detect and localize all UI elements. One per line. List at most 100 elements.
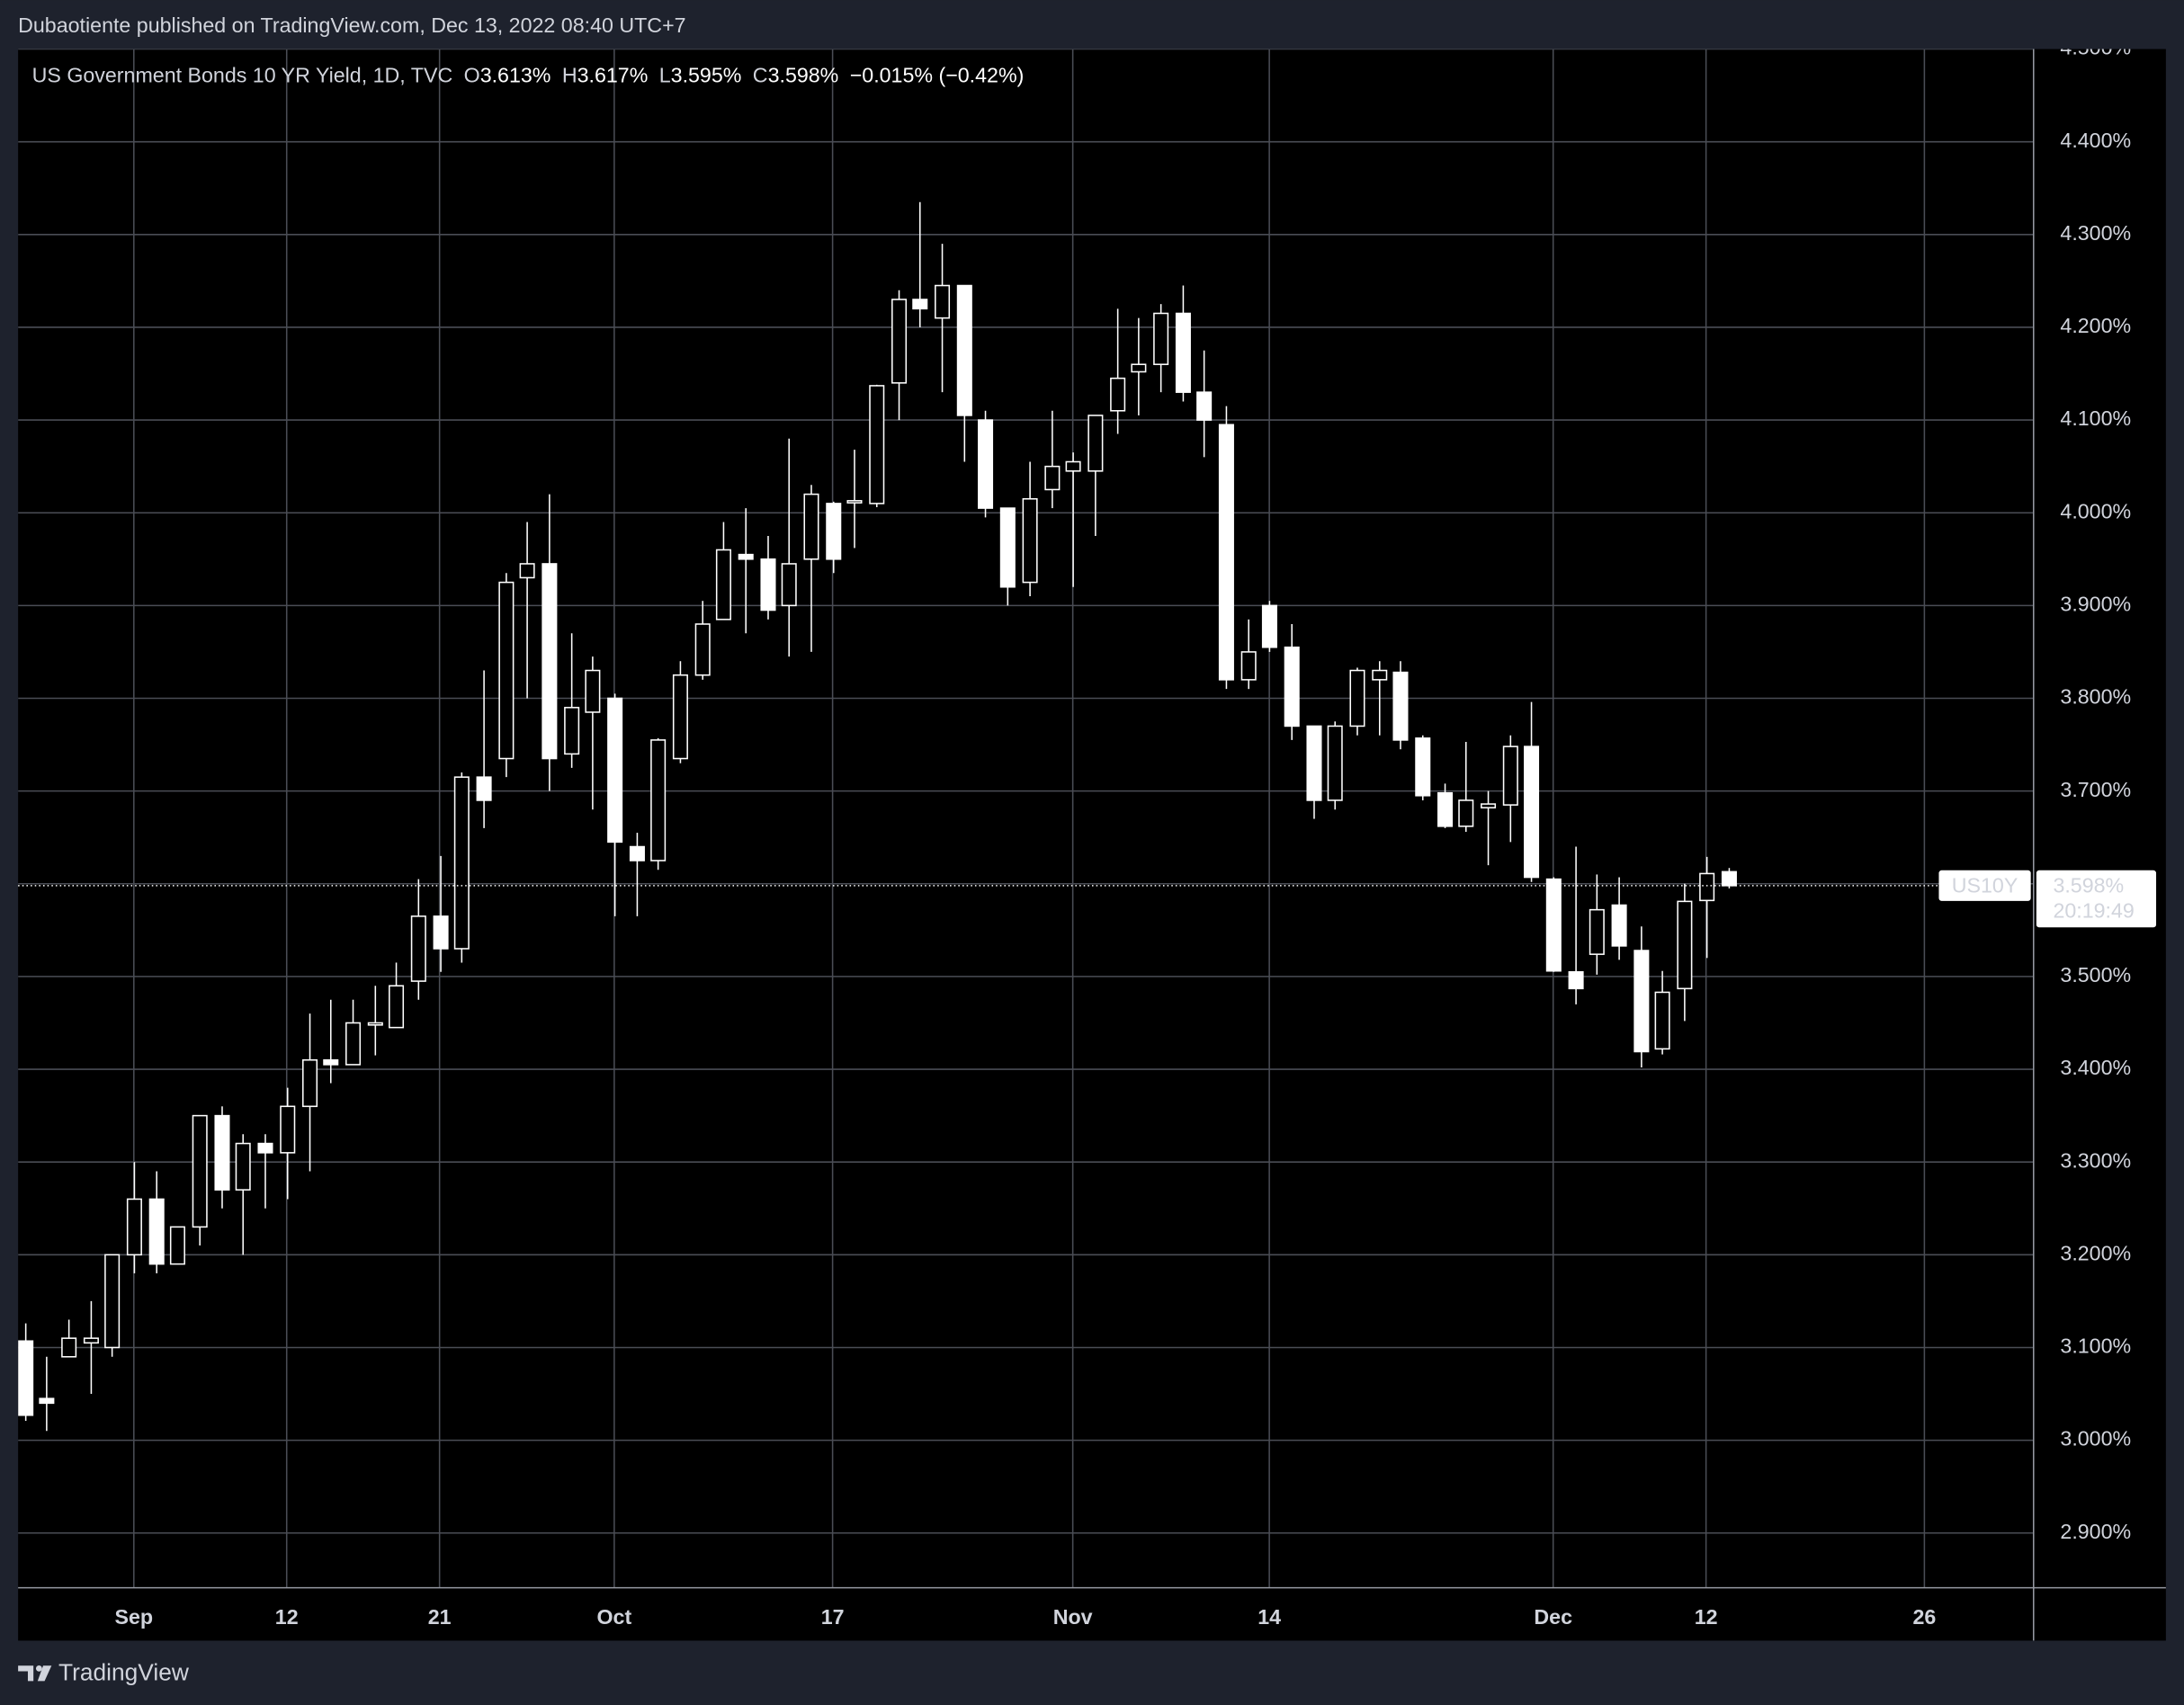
candle-body bbox=[126, 1198, 142, 1256]
candle-body bbox=[1261, 604, 1277, 648]
legend-value: 3.598% bbox=[768, 64, 839, 87]
candle-body bbox=[869, 385, 885, 504]
candle-body bbox=[1349, 669, 1365, 728]
candle-body bbox=[192, 1114, 208, 1228]
candle-body bbox=[18, 1340, 34, 1416]
candle-body bbox=[1502, 745, 1518, 806]
candle-body bbox=[650, 739, 667, 861]
x-tick-label: 12 bbox=[275, 1605, 299, 1629]
candle-body bbox=[694, 623, 711, 676]
candle-body bbox=[1240, 651, 1257, 681]
legend-label: L bbox=[659, 64, 671, 87]
symbol-badge-text: US10Y bbox=[1952, 874, 2018, 897]
candle-body bbox=[1153, 312, 1169, 365]
logo-mark bbox=[18, 1665, 34, 1682]
candle-body bbox=[629, 845, 645, 861]
candle-body bbox=[978, 419, 994, 509]
candle-body bbox=[389, 985, 405, 1029]
candle-body bbox=[1022, 497, 1038, 584]
candle-body bbox=[956, 284, 972, 416]
plot: 2.900% 3.000% 3.100% 3.200% 3.300% 3.400% 3.50… bbox=[18, 49, 2131, 1588]
candle-body bbox=[367, 1022, 383, 1026]
y-tick-label: 3.700% bbox=[2060, 778, 2131, 801]
y-tick-label: 3.800% bbox=[2060, 685, 2131, 709]
candle-body bbox=[1721, 870, 1737, 887]
candle-body bbox=[891, 299, 908, 384]
candle-body bbox=[345, 1022, 362, 1066]
published-line: Dubaotiente published on TradingView.com… bbox=[18, 13, 685, 37]
candle-body bbox=[214, 1114, 230, 1191]
x-tick-label: 26 bbox=[1912, 1605, 1936, 1629]
candle-body bbox=[323, 1058, 339, 1066]
candle-body bbox=[148, 1198, 165, 1265]
candle-body bbox=[1545, 878, 1562, 972]
legend-value: 3.595% bbox=[671, 64, 742, 87]
candle-body bbox=[1699, 872, 1715, 902]
candle-body bbox=[999, 507, 1016, 588]
x-tick-label: 14 bbox=[1258, 1605, 1281, 1629]
footer-logo bbox=[18, 1665, 52, 1682]
candle-body bbox=[1196, 391, 1213, 421]
symbol-badge bbox=[1938, 870, 2031, 901]
y-tick-label: 3.900% bbox=[2060, 593, 2131, 616]
candle-body bbox=[257, 1142, 273, 1154]
logo-dot bbox=[35, 1665, 42, 1672]
candle-body bbox=[104, 1254, 121, 1349]
x-tick-label: 21 bbox=[428, 1605, 452, 1629]
candle-body bbox=[410, 915, 426, 982]
candle-body bbox=[1088, 415, 1104, 472]
candle-body bbox=[498, 581, 515, 760]
candle-body bbox=[1306, 725, 1322, 801]
legend-label: H bbox=[562, 64, 577, 87]
x-tick-label: Sep bbox=[114, 1605, 153, 1629]
candle-body bbox=[672, 674, 688, 760]
candle-body bbox=[433, 915, 449, 950]
candle-body bbox=[912, 299, 928, 310]
logo-mark bbox=[37, 1665, 52, 1682]
candle-body bbox=[1327, 725, 1343, 801]
candle-body bbox=[1284, 646, 1300, 728]
y-tick-label: 3.100% bbox=[2060, 1335, 2131, 1358]
legend-value: 3.617% bbox=[577, 64, 649, 87]
candle-body bbox=[738, 553, 754, 560]
x-tick-label: 17 bbox=[821, 1605, 845, 1629]
candle-body bbox=[302, 1058, 318, 1108]
candle-body bbox=[1524, 745, 1540, 879]
footer-brand[interactable]: TradingView bbox=[58, 1659, 190, 1686]
y-tick-label: 4.100% bbox=[2060, 406, 2131, 430]
y-tick-label: 3.500% bbox=[2060, 963, 2131, 986]
y-tick-label: 3.300% bbox=[2060, 1148, 2131, 1172]
y-tick-label: 3.000% bbox=[2060, 1427, 2131, 1451]
candle-body bbox=[235, 1142, 251, 1191]
candle-body bbox=[803, 493, 819, 560]
candle-body bbox=[1372, 669, 1388, 681]
candle-body bbox=[519, 563, 535, 579]
candle-body bbox=[1458, 799, 1474, 827]
candle-body bbox=[1437, 791, 1454, 827]
candle-body bbox=[607, 697, 623, 844]
candle-body bbox=[760, 558, 776, 611]
candle-body bbox=[1677, 900, 1693, 990]
candle-body bbox=[1654, 991, 1670, 1050]
candle-body bbox=[453, 776, 470, 950]
candle-body bbox=[781, 563, 797, 607]
price-badge-value: 3.598% bbox=[2053, 874, 2124, 897]
price-badge-countdown: 20:19:49 bbox=[2053, 898, 2134, 922]
candle-body bbox=[1589, 908, 1605, 955]
candle-body bbox=[1481, 803, 1497, 808]
legend-value: 3.613% bbox=[480, 64, 551, 87]
candle-body bbox=[715, 549, 731, 620]
x-tick-label: 12 bbox=[1695, 1605, 1718, 1629]
y-tick-label: 4.200% bbox=[2060, 314, 2131, 337]
candle-body bbox=[1568, 970, 1584, 990]
legend-label: C bbox=[753, 64, 768, 87]
candle-body bbox=[61, 1337, 77, 1358]
candle-body bbox=[826, 503, 842, 560]
candle-body bbox=[1065, 460, 1081, 472]
candle-body bbox=[83, 1337, 99, 1344]
candle-body bbox=[476, 776, 492, 801]
legend-label: O bbox=[464, 64, 480, 87]
price-badge bbox=[2036, 870, 2157, 928]
y-tick-label: 4.300% bbox=[2060, 221, 2131, 245]
x-tick-label: Dec bbox=[1534, 1605, 1572, 1629]
